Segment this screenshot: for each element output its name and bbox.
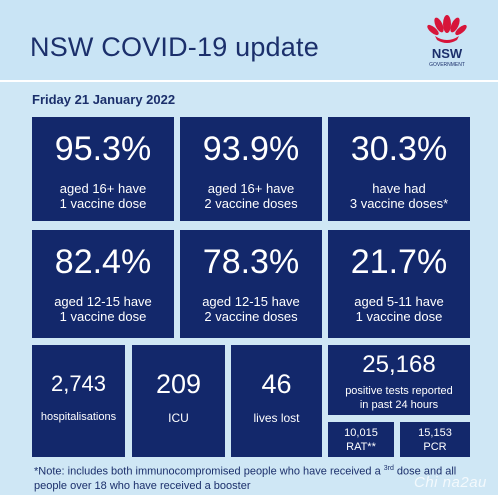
page-title: NSW COVID-19 update xyxy=(30,32,319,62)
tile-value: 93.9% xyxy=(202,130,300,168)
footnote: *Note: includes both immunocompromised p… xyxy=(34,462,484,493)
header xyxy=(0,0,498,80)
stat-value: 46 xyxy=(261,369,292,399)
stat-value: 10,015 xyxy=(344,427,378,439)
tile-label-line1: aged 16+ have xyxy=(59,181,147,196)
stat-tile-positive-tests: 25,168 positive tests reported in past 2… xyxy=(328,345,470,415)
logo-text-government: GOVERNMENT xyxy=(429,62,465,68)
tile-label-line1: aged 12-15 have xyxy=(202,294,300,309)
stat-tile-hospitalisations: 2,743 hospitalisations xyxy=(32,345,125,457)
stat-label-line1: positive tests reported xyxy=(345,385,453,397)
tile-value: 95.3% xyxy=(54,130,152,168)
tile-label-line1: aged 12-15 have xyxy=(54,294,152,309)
tile-label-line2: 1 vaccine dose xyxy=(59,196,147,211)
vaccine-tile-16-plus-2-doses: 93.9% aged 16+ have 2 vaccine doses xyxy=(180,117,322,221)
tile-label-line1: aged 5-11 have xyxy=(354,294,444,309)
stat-label: RAT** xyxy=(346,441,376,453)
footnote-part2: dose and all people over 18 who have rec… xyxy=(34,465,457,492)
nsw-government-logo: NSW GOVERNMENT xyxy=(427,15,467,68)
tile-label-line2: 2 vaccine doses xyxy=(204,309,298,324)
tile-label-line1: have had xyxy=(372,181,426,196)
watermark: Chi na2au xyxy=(414,474,487,491)
tile-label-line2: 1 vaccine dose xyxy=(355,309,443,324)
vaccine-tile-16-plus-1-dose: 95.3% aged 16+ have 1 vaccine dose xyxy=(32,117,174,221)
stat-tile-lives-lost: 46 lives lost xyxy=(231,345,322,457)
stat-value: 209 xyxy=(155,369,202,399)
stat-tile-pcr: 15,153 PCR xyxy=(400,422,470,457)
stat-label: ICU xyxy=(168,411,189,425)
update-date: Friday 21 January 2022 xyxy=(32,92,176,107)
logo-text-nsw: NSW xyxy=(432,46,463,61)
footnote-superscript: 3rd xyxy=(383,465,394,472)
tile-value: 21.7% xyxy=(350,243,448,281)
stat-value: 2,743 xyxy=(50,371,107,396)
stat-label: PCR xyxy=(423,441,447,453)
tile-label-line1: aged 16+ have xyxy=(207,181,295,196)
footnote-part1: *Note: includes both immunocompromised p… xyxy=(34,465,384,478)
tile-label-line2: 3 vaccine doses* xyxy=(349,196,449,211)
vaccine-tile-3-doses: 30.3% have had 3 vaccine doses* xyxy=(328,117,470,221)
vaccine-tile-12-15-1-dose: 82.4% aged 12-15 have 1 vaccine dose xyxy=(32,230,174,338)
tile-value: 30.3% xyxy=(350,130,448,168)
stat-tile-rat: 10,015 RAT** xyxy=(328,422,394,457)
tile-value: 78.3% xyxy=(202,243,300,281)
stat-tile-icu: 209 ICU xyxy=(132,345,225,457)
waratah-icon xyxy=(427,15,467,43)
tile-value: 82.4% xyxy=(54,243,152,281)
stat-label-line2: in past 24 hours xyxy=(359,399,439,411)
stat-value: 25,168 xyxy=(362,351,436,378)
vaccine-tile-12-15-2-doses: 78.3% aged 12-15 have 2 vaccine doses xyxy=(180,230,322,338)
tile-label-line2: 2 vaccine doses xyxy=(204,196,298,211)
stat-label: lives lost xyxy=(253,411,300,425)
stat-label: hospitalisations xyxy=(40,411,117,423)
tile-label-line2: 1 vaccine dose xyxy=(59,309,147,324)
header-divider xyxy=(0,80,498,82)
stat-value: 15,153 xyxy=(418,427,452,439)
vaccine-tile-5-11-1-dose: 21.7% aged 5-11 have 1 vaccine dose xyxy=(328,230,470,338)
